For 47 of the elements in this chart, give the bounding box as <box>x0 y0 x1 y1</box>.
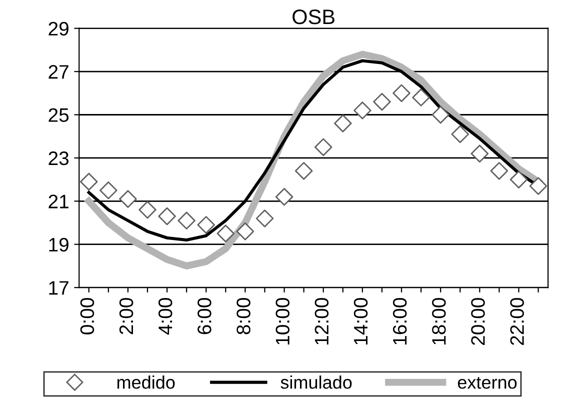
point <box>216 224 235 242</box>
point <box>294 162 313 180</box>
x-tick-label: 16:00 <box>392 298 407 344</box>
legend-label: simulado <box>280 376 352 389</box>
x-tick-label: 2:00 <box>119 298 134 334</box>
y-tick-label: 27 <box>48 65 68 79</box>
y-tick-label: 25 <box>48 108 69 122</box>
point <box>373 92 391 111</box>
y-tick-label: 21 <box>48 194 68 208</box>
point <box>275 188 294 206</box>
x-tick-label: 22:00 <box>510 298 524 345</box>
point <box>158 207 176 226</box>
point <box>470 144 489 163</box>
point <box>334 114 352 132</box>
point <box>529 177 548 195</box>
point <box>314 138 332 156</box>
point <box>236 222 254 240</box>
point <box>490 162 508 180</box>
x-tick-label: 14:00 <box>354 298 368 344</box>
x-tick-label: 10:00 <box>276 298 290 344</box>
y-tick-label: 23 <box>48 151 69 166</box>
chart-title: OSB <box>292 9 334 24</box>
point <box>178 212 196 230</box>
x-tick-label: 20:00 <box>471 298 485 345</box>
point <box>354 102 372 120</box>
y-tick-label: 19 <box>49 238 68 252</box>
point <box>432 106 450 124</box>
point <box>451 125 470 144</box>
point <box>80 172 98 191</box>
legend-label: medido <box>117 376 175 389</box>
point <box>119 190 137 208</box>
x-tick-label: 0:00 <box>80 298 94 334</box>
point <box>510 170 528 188</box>
x-tick-label: 4:00 <box>158 298 172 335</box>
legend-label: externo <box>458 376 517 389</box>
x-tick-label: 6:00 <box>198 298 212 334</box>
x-tick-label: 12:00 <box>314 298 329 344</box>
point <box>392 84 410 102</box>
x-tick-label: 18:00 <box>432 298 446 344</box>
point <box>197 216 216 234</box>
y-tick-label: 17 <box>49 281 68 295</box>
y-tick-label: 29 <box>48 22 68 36</box>
point <box>138 200 156 219</box>
x-tick-label: 8:00 <box>236 298 250 334</box>
point <box>100 181 118 200</box>
point <box>412 88 430 106</box>
point <box>256 210 274 228</box>
